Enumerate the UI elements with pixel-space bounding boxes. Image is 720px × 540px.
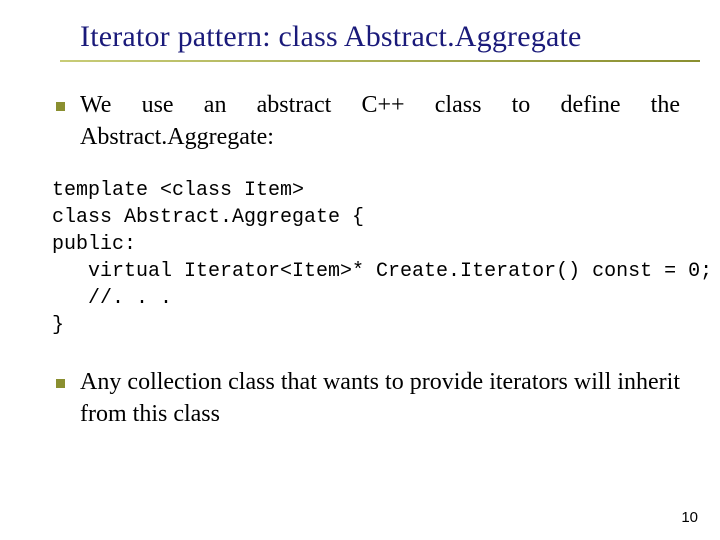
- title-underline: [60, 60, 700, 62]
- bullet-item: We use an abstract C++ class to define t…: [52, 90, 680, 153]
- code-block: template <class Item> class Abstract.Agg…: [52, 177, 680, 339]
- bullet-list-1: We use an abstract C++ class to define t…: [40, 90, 680, 153]
- code-line: template <class Item>: [52, 179, 304, 202]
- slide-number: 10: [681, 509, 698, 526]
- slide-title: Iterator pattern: class Abstract.Aggrega…: [80, 20, 680, 54]
- code-line: public:: [52, 233, 136, 256]
- bullet-list-2: Any collection class that wants to provi…: [40, 367, 680, 430]
- bullet-item: Any collection class that wants to provi…: [52, 367, 680, 430]
- code-line: virtual Iterator<Item>* Create.Iterator(…: [52, 258, 680, 285]
- code-line: //. . .: [52, 285, 680, 312]
- code-line: class Abstract.Aggregate {: [52, 206, 364, 229]
- slide: Iterator pattern: class Abstract.Aggrega…: [0, 0, 720, 540]
- code-line: }: [52, 314, 64, 337]
